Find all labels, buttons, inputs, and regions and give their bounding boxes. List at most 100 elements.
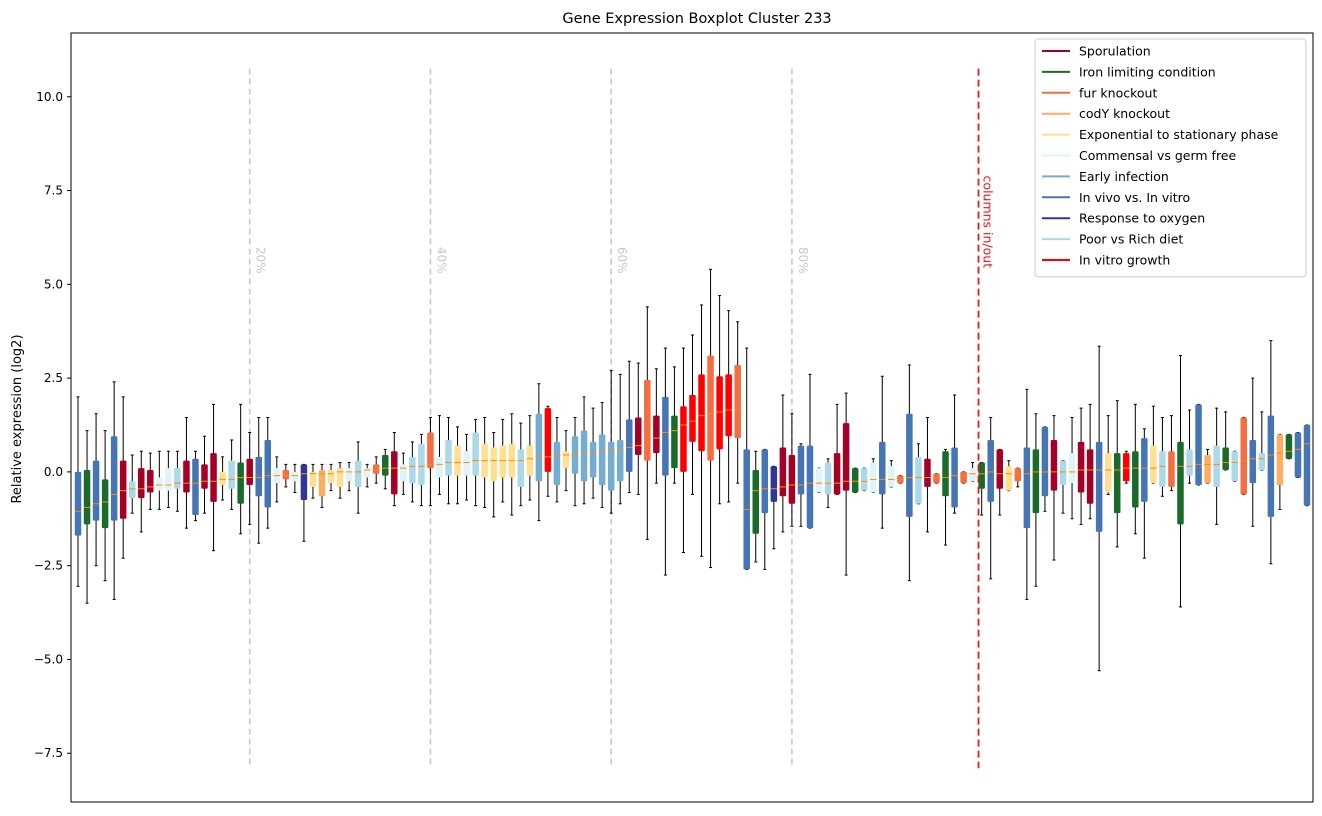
box-group — [869, 458, 877, 494]
box-group — [680, 347, 687, 554]
box-body — [1086, 449, 1094, 504]
box-group — [906, 364, 913, 582]
box-body — [1141, 438, 1148, 502]
box-body — [580, 430, 588, 482]
box-group — [1032, 413, 1040, 587]
box-group — [824, 458, 832, 509]
box-group — [83, 430, 91, 604]
box-group — [246, 432, 253, 525]
box-body — [1186, 449, 1193, 476]
box-body — [309, 471, 317, 487]
box-group — [788, 413, 796, 527]
box-body — [1095, 441, 1103, 532]
box-group — [535, 383, 543, 522]
box-body — [797, 445, 805, 495]
box-group — [662, 347, 669, 576]
box-group — [336, 462, 344, 499]
box-group — [571, 417, 579, 507]
percentile-label: 80% — [796, 247, 810, 274]
box-group — [978, 462, 985, 516]
box-group — [671, 366, 678, 484]
box-body — [219, 471, 226, 486]
box-group — [996, 448, 1004, 516]
legend-item: Poor vs Rich diet — [1042, 232, 1183, 247]
box-group — [282, 463, 290, 488]
box-body — [418, 443, 425, 486]
box-body — [562, 451, 570, 469]
box-group — [698, 304, 705, 557]
box-group — [1240, 417, 1247, 495]
box-group — [409, 441, 416, 503]
legend-item: In vivo vs. In vitro — [1042, 190, 1190, 205]
box-group — [1086, 403, 1094, 520]
box-body — [1249, 440, 1257, 484]
box-group — [761, 448, 769, 570]
box-group — [725, 310, 732, 503]
box-group — [1249, 377, 1257, 527]
box-body — [987, 440, 994, 502]
box-group — [381, 448, 389, 490]
box-body — [553, 441, 561, 486]
box-body — [1159, 451, 1166, 487]
box-group — [951, 394, 958, 514]
box-body — [1231, 451, 1238, 482]
legend-label: Poor vs Rich diet — [1079, 232, 1183, 247]
box-group — [327, 463, 335, 492]
legend-item: fur knockout — [1042, 85, 1157, 100]
box-body — [607, 441, 615, 491]
box-body — [391, 451, 398, 495]
box-body — [291, 471, 299, 482]
legend-label: Early infection — [1079, 169, 1169, 184]
box-group — [436, 415, 443, 495]
box-body — [300, 464, 308, 501]
box-body — [246, 458, 253, 486]
box-body — [544, 408, 552, 472]
box-group — [644, 306, 651, 540]
box-group — [797, 443, 805, 527]
box-body — [138, 468, 145, 499]
box-body — [1150, 445, 1157, 484]
box-group — [183, 417, 190, 529]
box-body — [833, 453, 841, 495]
box-body — [174, 468, 181, 489]
box-group — [110, 381, 118, 600]
box-body — [1240, 417, 1247, 495]
box-group — [607, 370, 615, 514]
box-group — [517, 422, 525, 507]
box-body — [1276, 434, 1284, 486]
box-group — [472, 418, 479, 507]
box-body — [463, 451, 470, 476]
box-body — [92, 460, 100, 521]
box-body — [1267, 415, 1275, 517]
box-body — [165, 468, 172, 491]
box-group — [192, 450, 199, 522]
box-group — [815, 467, 823, 494]
plot-frame — [70, 32, 1314, 803]
box-body — [472, 432, 479, 476]
box-body — [915, 456, 922, 504]
y-tick-label: 10.0 — [36, 90, 63, 104]
box-body — [201, 464, 208, 489]
box-body — [445, 440, 452, 476]
box-body — [345, 468, 353, 482]
legend: Sporulation Iron limiting condition fur kn… — [1034, 38, 1307, 278]
box-body — [499, 445, 506, 478]
box-group — [300, 463, 308, 542]
y-tick-label: −7.5 — [34, 746, 63, 760]
legend-label: Response to oxygen — [1079, 211, 1205, 226]
y-tick-label: 2.5 — [44, 371, 63, 385]
box-group — [689, 334, 696, 495]
box-group — [1195, 403, 1202, 486]
legend-item: Commensal vs germ free — [1042, 148, 1236, 163]
box-group — [1023, 388, 1031, 600]
box-group — [1204, 448, 1211, 484]
box-body — [815, 468, 823, 493]
box-group — [156, 450, 163, 510]
box-group — [273, 456, 281, 503]
legend-label: Exponential to stationary phase — [1079, 127, 1279, 142]
box-group — [1159, 417, 1166, 497]
box-body — [779, 447, 787, 497]
box-body — [83, 470, 91, 525]
plot-area: −7.5 −5.0 −2.5 0.0 2.5 5.0 7.5 10.0 20% 40% 60% 80%… — [34, 32, 1314, 803]
